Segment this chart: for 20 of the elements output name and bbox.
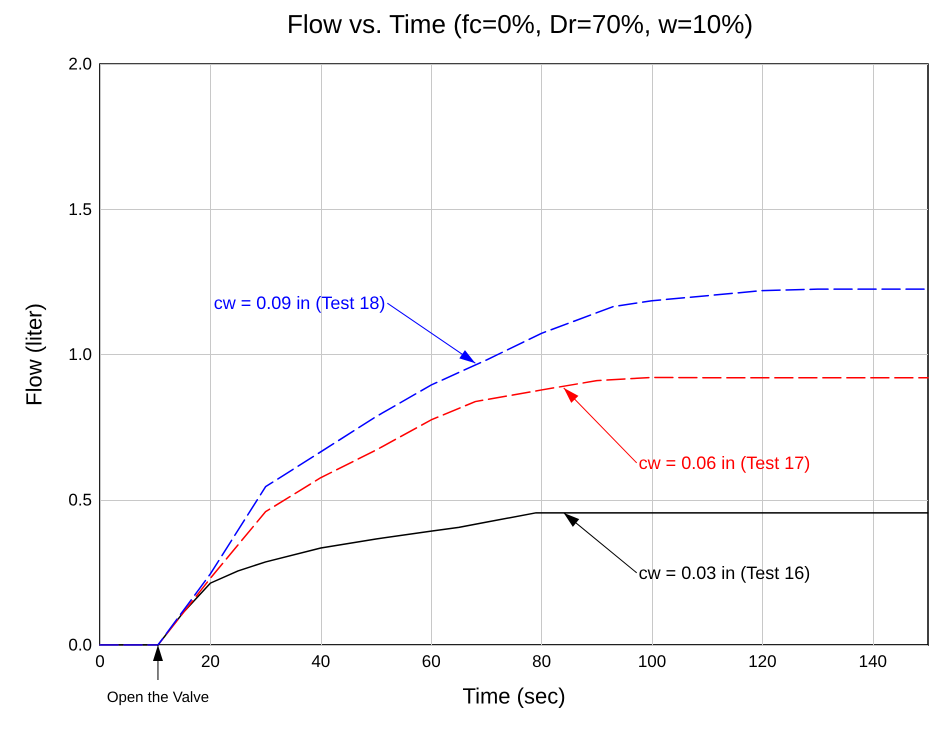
y-tick-label: 0.0 [68,636,92,654]
annotation: cw = 0.09 in (Test 18) [214,293,386,314]
x-tick-label: 40 [311,652,330,671]
x-tick-label: 120 [748,652,777,671]
x-tick-label: 100 [638,652,666,671]
x-tick-label: 0 [95,652,105,671]
x-tick-label: 140 [858,652,887,671]
y-axis-title: Flow (liter) [22,303,46,406]
x-axis-title: Time (sec) [462,684,566,708]
annotation: cw = 0.03 in (Test 16) [638,562,810,583]
y-tick-label: 0.5 [68,490,92,510]
annotation: cw = 0.06 in (Test 17) [638,452,810,473]
x-tick-label: 20 [200,652,220,671]
y-tick-label: 1.5 [68,200,92,219]
y-tick-label: 2.0 [68,54,92,74]
x-tick-label: 80 [532,652,552,671]
y-tick-label: 1.0 [68,345,92,364]
chart-title: Flow vs. Time (fc=0%, Dr=70%, w=10%) [287,9,753,39]
annotation: Open the Valve [106,689,210,706]
x-tick-label: 60 [422,652,441,671]
